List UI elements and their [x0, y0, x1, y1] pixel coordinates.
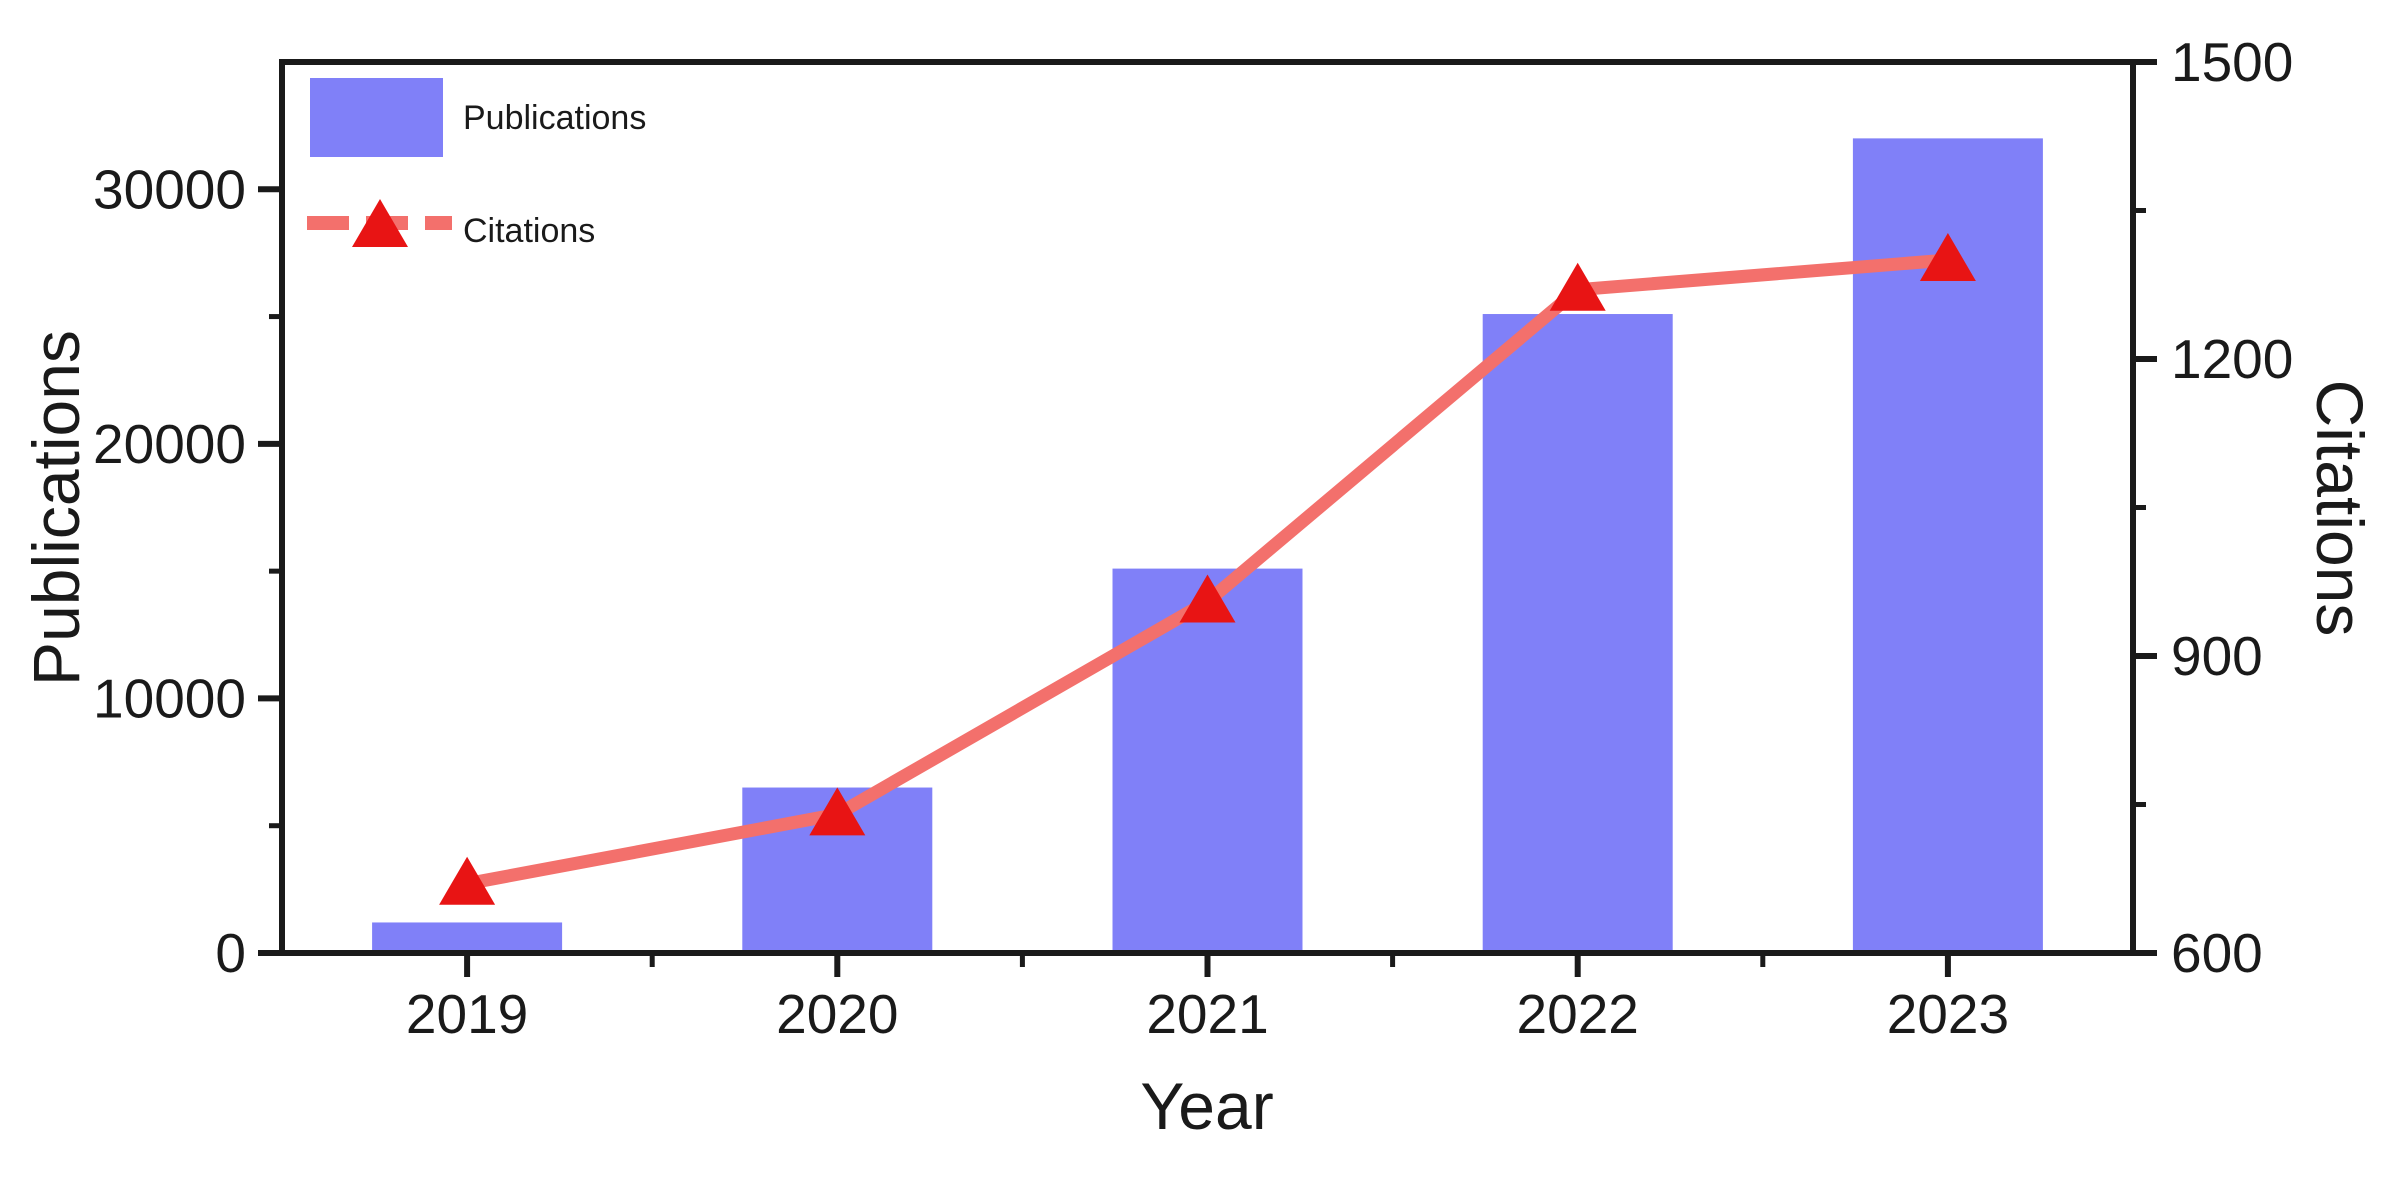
y-left-tick-label: 30000 [93, 158, 246, 220]
y-right-tick-label: 900 [2171, 625, 2263, 687]
x-axis-title: Year [1140, 1069, 1274, 1143]
y-right-tick-label: 1500 [2171, 31, 2293, 93]
legend-citations-label: Citations [463, 212, 596, 250]
bar-2021 [1112, 568, 1303, 953]
x-tick-label: 2023 [1887, 983, 2009, 1045]
bar-2019 [372, 922, 563, 953]
y-left-tick-label: 0 [215, 922, 246, 984]
bar-2022 [1482, 314, 1673, 953]
y-axis-right-title: Citations [2303, 379, 2377, 637]
citations-marker-2021 [1179, 574, 1236, 623]
citations-marker-2020 [809, 787, 866, 836]
x-tick-label: 2022 [1517, 983, 1639, 1045]
y-axis-left-title: Publications [19, 330, 93, 686]
citations-marker-2022 [1549, 262, 1606, 311]
x-tick-label: 2020 [776, 983, 898, 1045]
citations-marker-2019 [439, 856, 496, 905]
x-tick-label: 2019 [406, 983, 528, 1045]
legend-publications-swatch [310, 78, 443, 157]
y-left-tick-label: 20000 [93, 413, 246, 475]
y-right-tick-label: 1200 [2171, 328, 2293, 390]
citations-marker-2023 [1919, 233, 1976, 281]
legend-publications-label: Publications [463, 99, 647, 137]
legend-citations-marker [352, 199, 408, 247]
y-right-tick-label: 600 [2171, 922, 2263, 984]
x-tick-label: 2021 [1146, 983, 1268, 1045]
y-left-tick-label: 10000 [93, 667, 246, 729]
